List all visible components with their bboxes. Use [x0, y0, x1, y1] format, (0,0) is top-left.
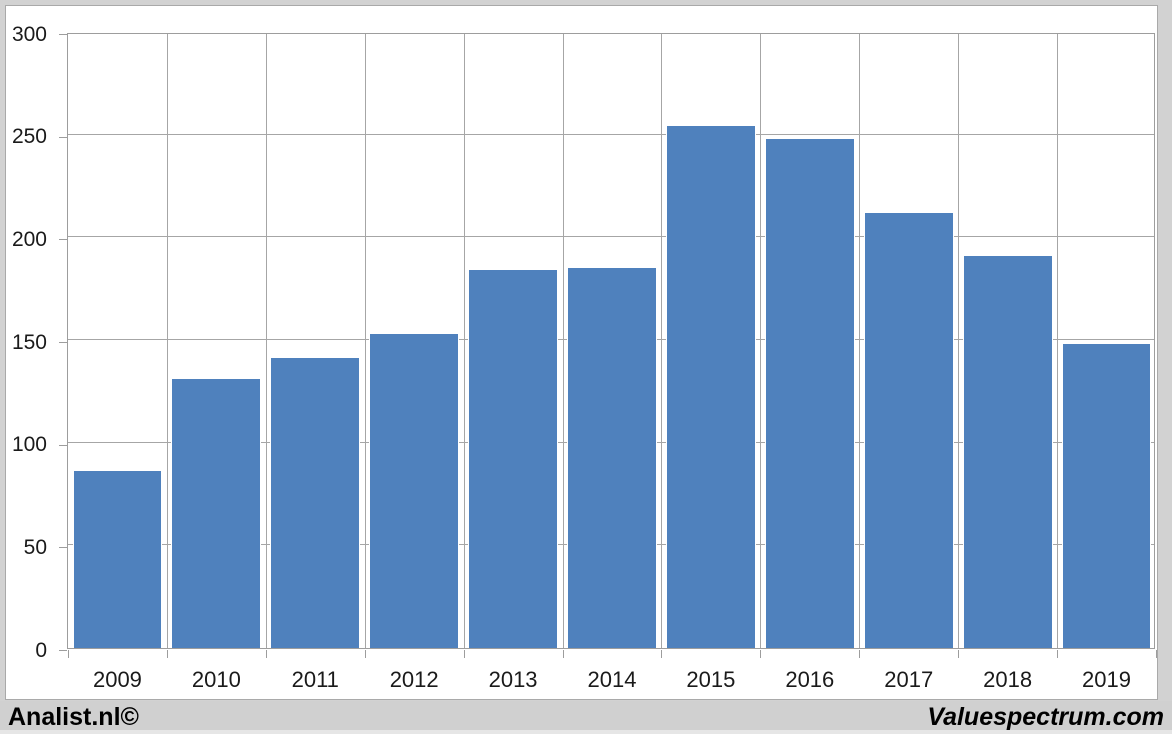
x-axis-label: 2016 [785, 667, 835, 692]
gridline-vertical [563, 34, 564, 648]
gridline-vertical [167, 34, 168, 648]
gridline-vertical [1057, 34, 1058, 648]
gridline-vertical [661, 34, 662, 648]
x-axis-tick [1057, 650, 1059, 658]
y-axis-label: 100 [11, 433, 47, 457]
plot-area [67, 33, 1155, 649]
bar-2015 [665, 126, 756, 648]
chart-canvas: 0 50 100 150 200 250 300 2009 2010 2011 2012 2013 20… [5, 5, 1158, 700]
x-axis-label: 2014 [587, 667, 637, 692]
x-axis-tick [463, 650, 465, 658]
y-axis-label: 150 [11, 330, 47, 354]
x-axis-tick [364, 650, 366, 658]
gridline-vertical [958, 34, 959, 648]
x-axis-label: 2009 [92, 667, 142, 692]
y-axis-tick [59, 444, 67, 446]
x-axis-label: 2018 [983, 667, 1033, 692]
y-axis-tick [59, 239, 67, 241]
y-axis-label: 250 [11, 125, 47, 149]
gridline-vertical [760, 34, 761, 648]
x-axis-label: 2011 [291, 667, 339, 692]
x-axis-tick [562, 650, 564, 658]
bar-2011 [270, 358, 361, 648]
bar-2009 [72, 471, 163, 648]
x-axis-label: 2019 [1082, 667, 1131, 692]
x-axis-tick [166, 650, 168, 658]
bar-2010 [171, 379, 262, 648]
x-axis-label: 2013 [488, 667, 538, 692]
gridline-horizontal [68, 133, 1154, 135]
x-axis-tick [859, 650, 861, 658]
gridline-vertical [859, 34, 860, 648]
bar-2013 [468, 270, 559, 648]
x-axis-label: 2012 [389, 667, 439, 692]
y-axis-tick [59, 650, 67, 651]
bar-2017 [863, 212, 954, 648]
gridline-vertical [365, 34, 366, 648]
brand-valuespectrum: Valuespectrum.com [927, 703, 1164, 731]
gridline-vertical [464, 34, 465, 648]
bar-2012 [369, 333, 460, 648]
y-axis-label: 300 [11, 22, 47, 46]
footer-edge-strip [0, 730, 1172, 734]
x-axis-tick [1156, 650, 1157, 658]
y-axis-tick [59, 136, 67, 138]
x-axis-tick [760, 650, 762, 658]
y-axis-label: 200 [11, 227, 47, 251]
x-axis-label: 2015 [686, 667, 736, 692]
y-axis-tick [59, 34, 67, 35]
y-axis-tick [59, 547, 67, 549]
y-axis-label: 0 [35, 638, 47, 662]
y-axis-label: 50 [23, 535, 47, 559]
brand-analist: Analist.nl© [8, 703, 139, 731]
gridline-horizontal [68, 236, 1154, 238]
x-axis-label: 2017 [884, 667, 934, 692]
x-axis-tick [661, 650, 663, 658]
bar-2019 [1061, 344, 1152, 648]
x-axis-tick [958, 650, 960, 658]
gridline-vertical [266, 34, 267, 648]
x-axis-label: 2010 [191, 667, 241, 692]
y-axis-tick [59, 342, 67, 343]
bar-2018 [962, 255, 1053, 648]
footer-bar [0, 701, 1172, 734]
x-axis-tick [265, 650, 267, 658]
x-axis-tick [68, 650, 69, 658]
bar-2014 [567, 268, 657, 648]
bar-2016 [764, 138, 855, 648]
